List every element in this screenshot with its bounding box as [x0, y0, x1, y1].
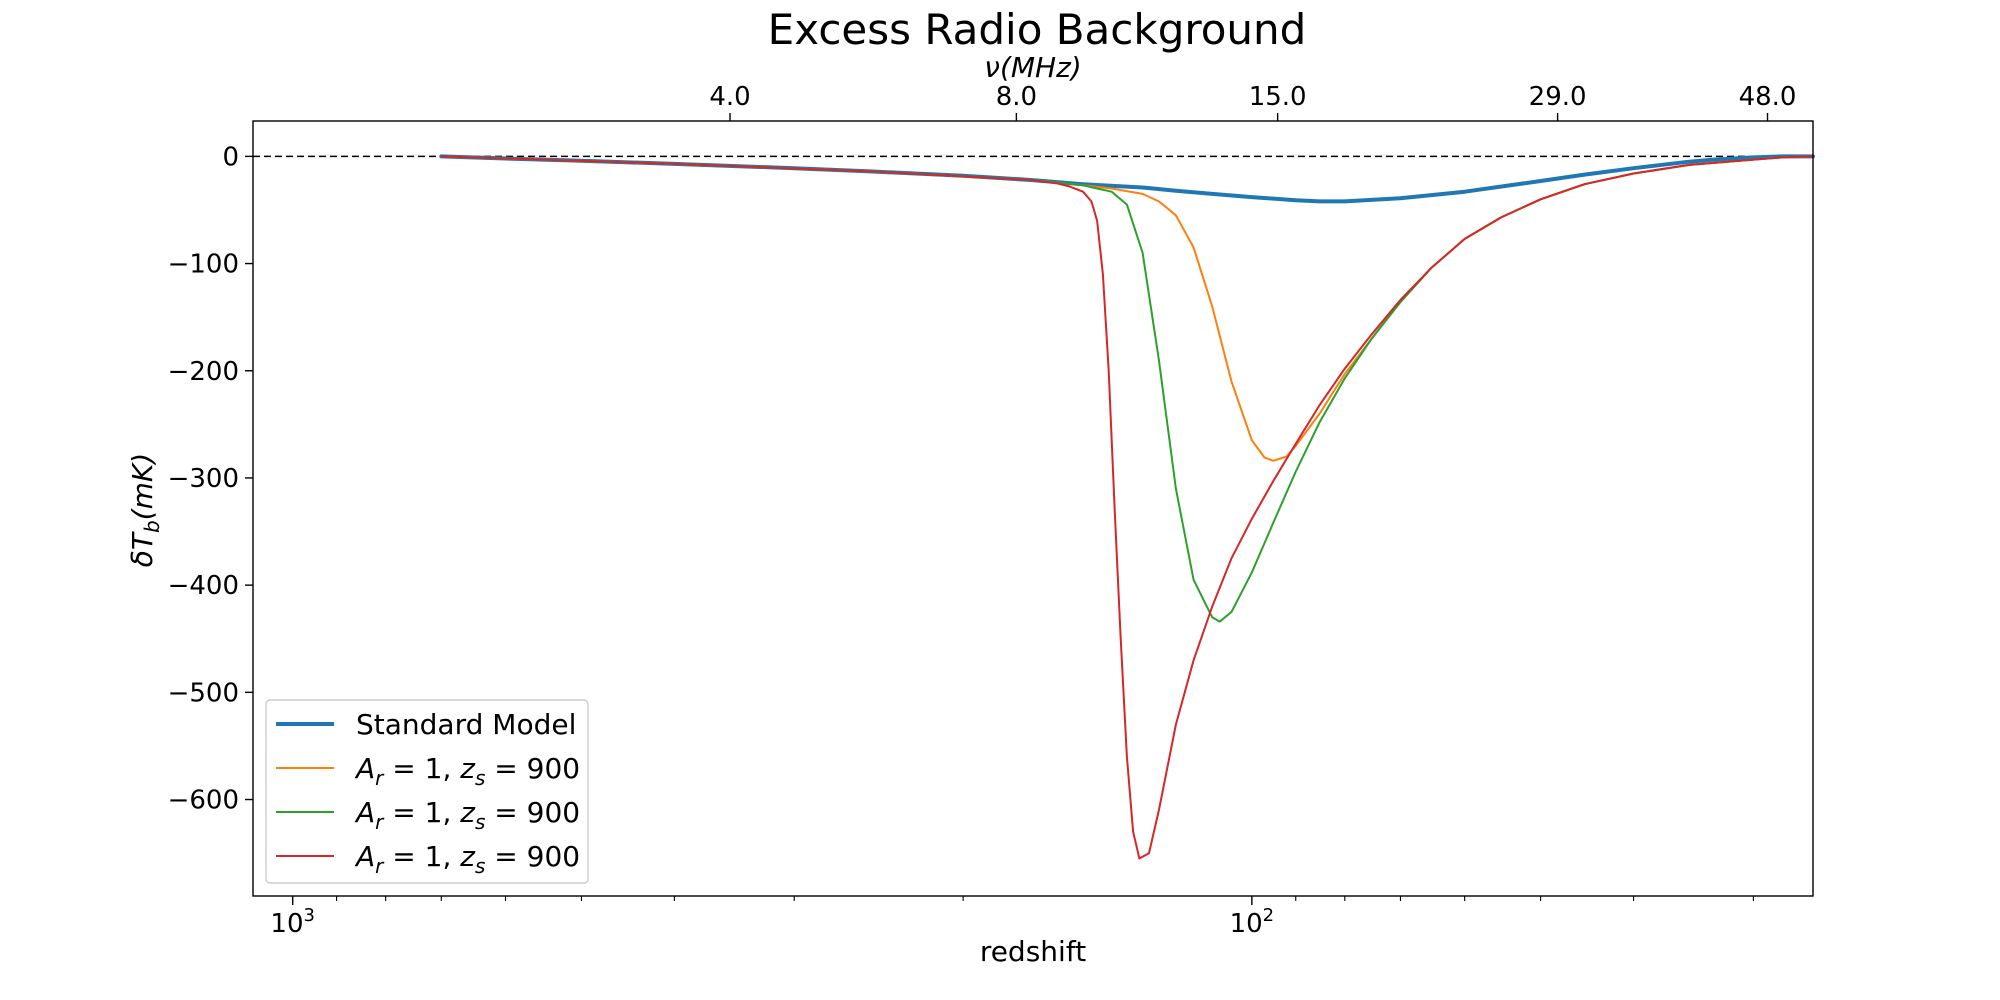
- y-tick-label: −400: [168, 571, 239, 601]
- legend-label-0: Standard Model: [356, 708, 576, 741]
- y-axis-label-sub: b: [140, 520, 164, 533]
- top-axis-label: ν(MHz): [984, 51, 1081, 84]
- top-tick-label: 8.0: [996, 82, 1037, 112]
- axes-layer: 0 −100 −200 −300 −400 −500 −600 103 102 4.0 8.0 15.…: [168, 82, 1814, 939]
- y-axis-label: δTb(mK): [126, 453, 164, 567]
- series-line-3: [440, 155, 1814, 860]
- chart-title: Excess Radio Background: [768, 5, 1307, 54]
- legend-label-2: Ar = 1, zs = 900: [354, 796, 580, 834]
- top-tick-label: 29.0: [1529, 82, 1587, 112]
- series-layer: [439, 154, 1815, 860]
- y-tick-label: −100: [168, 250, 239, 280]
- series-line-1: [440, 155, 1814, 462]
- y-axis-label-main: δT: [126, 531, 159, 567]
- y-tick-label: −200: [168, 357, 239, 387]
- plot-frame: [252, 120, 1814, 897]
- y-tick-label: −600: [168, 786, 239, 816]
- top-tick-label: 4.0: [709, 82, 750, 112]
- legend-label-3: Ar = 1, zs = 900: [354, 840, 580, 878]
- y-tick-label: −500: [168, 678, 239, 708]
- top-tick-label: 48.0: [1739, 82, 1797, 112]
- y-axis-label-unit: (mK): [126, 453, 159, 520]
- x-tick-label: 102: [1230, 905, 1275, 939]
- x-tick-label: 103: [270, 905, 315, 939]
- legend-label-1: Ar = 1, zs = 900: [354, 752, 580, 790]
- top-tick-label: 15.0: [1249, 82, 1307, 112]
- legend-box: [265, 699, 589, 884]
- legend: Standard Model Ar = 1, zs = 900 Ar = 1, zs…: [265, 699, 589, 884]
- series-line-2: [440, 155, 1814, 623]
- y-tick-label: 0: [222, 142, 239, 172]
- x-axis-label: redshift: [980, 935, 1086, 968]
- y-tick-label: −300: [168, 464, 239, 494]
